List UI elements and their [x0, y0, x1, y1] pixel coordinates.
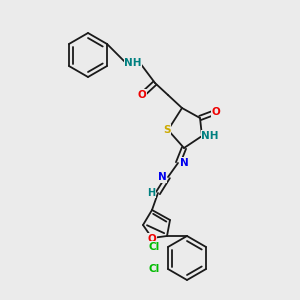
- Text: S: S: [163, 125, 171, 135]
- Text: O: O: [148, 234, 156, 244]
- Text: N: N: [180, 158, 188, 168]
- Text: NH: NH: [124, 58, 142, 68]
- Text: Cl: Cl: [148, 242, 160, 252]
- Text: N: N: [158, 172, 166, 182]
- Text: NH: NH: [201, 131, 219, 141]
- Text: Cl: Cl: [148, 264, 160, 274]
- Text: O: O: [138, 90, 146, 100]
- Text: O: O: [212, 107, 220, 117]
- Text: H: H: [147, 188, 155, 198]
